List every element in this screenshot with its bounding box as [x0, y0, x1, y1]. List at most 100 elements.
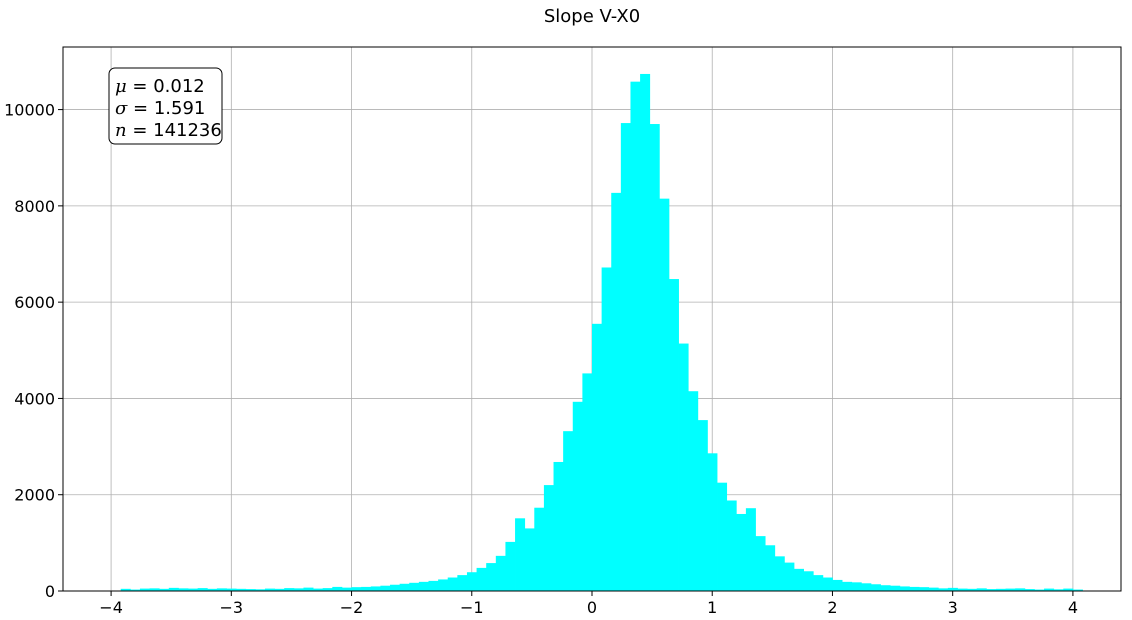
- histogram-bar: [1015, 588, 1026, 591]
- histogram-bar: [899, 586, 910, 591]
- histogram-bar: [620, 123, 631, 591]
- histogram-bar: [178, 588, 189, 591]
- histogram-bar: [678, 343, 689, 591]
- histogram-bar: [803, 571, 814, 591]
- histogram-bar: [543, 485, 554, 591]
- histogram-bar: [380, 585, 391, 591]
- y-tick-label: 2000: [14, 486, 55, 505]
- x-tick-label: −1: [460, 598, 484, 617]
- histogram-bar: [976, 588, 987, 591]
- histogram-bar: [870, 584, 881, 591]
- x-tick-label: 3: [948, 598, 958, 617]
- x-tick-label: 0: [587, 598, 597, 617]
- histogram-bar: [947, 587, 958, 591]
- histogram-bar: [1053, 589, 1064, 591]
- histogram-bar: [418, 581, 429, 591]
- histogram-bar: [226, 588, 237, 591]
- histogram-bar: [293, 588, 304, 591]
- histogram-bar: [332, 586, 343, 591]
- histogram-bar: [120, 588, 131, 591]
- histogram-bar: [1063, 588, 1074, 591]
- histogram-bar: [784, 562, 795, 591]
- histogram-bar: [236, 588, 247, 591]
- stats-line: σ = 1.591: [115, 98, 205, 119]
- histogram-bar: [370, 586, 381, 591]
- histogram-bar: [274, 588, 285, 591]
- y-axis: 0 2000 4000 6000 8000 10000: [4, 101, 63, 601]
- x-tick-label: 1: [707, 598, 717, 617]
- histogram-bar: [188, 588, 199, 591]
- histogram-bar: [842, 581, 853, 591]
- histogram-bar: [159, 588, 170, 591]
- y-tick-label: 6000: [14, 293, 55, 312]
- histogram-bar: [553, 461, 564, 591]
- histogram-bar: [745, 508, 756, 591]
- x-tick-label: 4: [1068, 598, 1078, 617]
- histogram-bar: [957, 588, 968, 591]
- x-tick-label: −3: [220, 598, 244, 617]
- histogram-bar: [611, 192, 622, 592]
- histogram-bar: [688, 391, 699, 591]
- chart-title: Slope V-X0: [544, 6, 640, 27]
- histogram-bar: [592, 323, 603, 591]
- histogram-bar: [649, 124, 660, 591]
- histogram-bar: [245, 589, 256, 591]
- histogram-bar: [793, 568, 804, 591]
- histogram-bar: [216, 588, 227, 591]
- histogram-bar: [390, 584, 401, 591]
- histogram-bars: [120, 73, 1083, 592]
- histogram-bar: [197, 588, 208, 591]
- histogram-bar: [755, 536, 766, 591]
- histogram-bar: [822, 577, 833, 591]
- histogram-bar: [928, 587, 939, 591]
- histogram-bar: [515, 518, 526, 591]
- histogram-bar: [1034, 589, 1045, 591]
- histogram-bar: [476, 567, 487, 591]
- histogram-bar: [832, 579, 843, 591]
- histogram-bar: [399, 583, 410, 591]
- histogram-bar: [736, 513, 747, 591]
- histogram-bar: [1072, 589, 1083, 591]
- histogram-bar: [486, 563, 497, 591]
- x-tick-label: −4: [99, 598, 123, 617]
- histogram-bar: [438, 579, 449, 591]
- x-tick-label: −2: [340, 598, 364, 617]
- histogram-bar: [707, 453, 718, 591]
- histogram-bar: [765, 545, 776, 591]
- histogram-bar: [572, 401, 583, 591]
- histogram-bar: [890, 585, 901, 591]
- histogram-bar: [919, 587, 930, 591]
- y-tick-label: 0: [45, 582, 55, 601]
- histogram-bar: [264, 588, 275, 591]
- histogram-bar: [986, 589, 997, 591]
- histogram-bar: [313, 588, 324, 591]
- histogram-bar: [207, 588, 218, 591]
- histogram-bar: [640, 73, 651, 591]
- stats-line: μ = 0.012: [115, 76, 205, 97]
- histogram-bar: [774, 556, 785, 591]
- histogram-bar: [1044, 588, 1055, 591]
- histogram-bar: [534, 507, 545, 591]
- x-axis: −4 −3 −2 −1 0 1 2 3 4: [99, 591, 1078, 617]
- histogram-bar: [524, 528, 535, 591]
- y-tick-label: 4000: [14, 389, 55, 408]
- histogram-bar: [466, 572, 477, 591]
- histogram-bar: [861, 583, 872, 591]
- histogram-bar: [938, 588, 949, 591]
- histogram-bar: [813, 575, 824, 591]
- histogram-bar: [168, 587, 179, 591]
- histogram-bar: [457, 575, 468, 591]
- histogram-bar: [130, 589, 141, 591]
- y-tick-label: 8000: [14, 197, 55, 216]
- histogram-bar: [563, 431, 574, 591]
- histogram-bar: [341, 587, 352, 591]
- stats-box-frame: [108, 67, 223, 145]
- histogram-bar: [284, 588, 295, 591]
- histogram-bar: [967, 588, 978, 591]
- histogram-bar: [601, 267, 612, 591]
- histogram-bar: [361, 586, 372, 591]
- histogram-bar: [726, 500, 737, 591]
- histogram-bar: [668, 279, 679, 591]
